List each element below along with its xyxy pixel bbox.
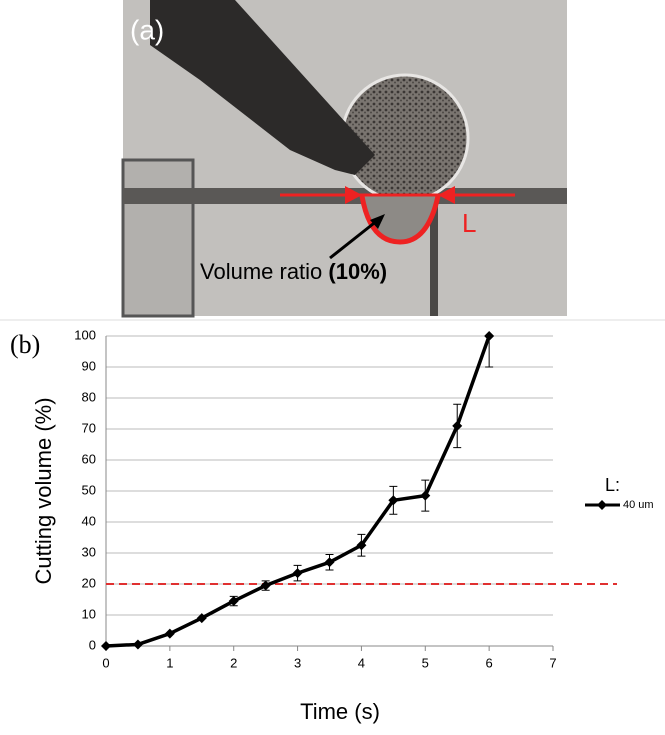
panel-label: (b)	[10, 330, 40, 359]
y-tick-label: 70	[82, 420, 96, 435]
length-marker: L	[462, 208, 476, 238]
legend-title: L:	[605, 475, 620, 495]
y-tick-label: 100	[74, 327, 96, 342]
x-tick-label: 4	[358, 655, 365, 670]
x-tick-label: 2	[230, 655, 237, 670]
point	[196, 613, 207, 624]
point	[452, 420, 463, 431]
annotation: Volume ratio (10%)	[200, 259, 387, 284]
y-tick-label: 80	[82, 389, 96, 404]
arrow-right	[438, 186, 455, 204]
point	[132, 639, 143, 650]
x-axis-label: Time (s)	[300, 699, 380, 724]
x-tick-label: 0	[102, 655, 109, 670]
pointer-head	[370, 214, 385, 229]
x-tick-label: 6	[486, 655, 493, 670]
point	[324, 557, 335, 568]
point	[164, 628, 175, 639]
y-tick-label: 30	[82, 544, 96, 559]
legend-label: 40 um	[623, 499, 654, 511]
y-tick-label: 60	[82, 451, 96, 466]
point	[292, 568, 303, 579]
pipette	[150, 0, 375, 175]
point	[260, 580, 271, 591]
channel-post	[430, 200, 438, 316]
y-tick-label: 10	[82, 606, 96, 621]
point	[101, 641, 111, 651]
photo-panel: (a) Volume ratio (10%) L	[121, 0, 567, 318]
x-tick-label: 3	[294, 655, 301, 670]
y-axis-label: Cutting volume (%)	[31, 397, 56, 584]
y-tick-label: 50	[82, 482, 96, 497]
point	[420, 490, 431, 501]
x-tick-label: 1	[166, 655, 173, 670]
panel-label: (a)	[130, 14, 164, 45]
y-tick-label: 0	[89, 637, 96, 652]
y-tick-label: 20	[82, 575, 96, 590]
annotation-bold: (10%)	[328, 259, 387, 284]
y-tick-label: 90	[82, 358, 96, 373]
point	[484, 331, 495, 341]
cell	[340, 73, 470, 203]
legend-marker	[597, 500, 607, 510]
y-tick-label: 40	[82, 513, 96, 528]
channel-wall	[121, 158, 195, 318]
arrow-left	[345, 186, 362, 204]
pointer	[329, 218, 379, 260]
cut-region	[359, 195, 441, 245]
point	[356, 540, 367, 551]
x-tick-label: 7	[549, 655, 556, 670]
x-tick-label: 5	[422, 655, 429, 670]
annotation-text: Volume ratio	[200, 259, 322, 284]
point	[388, 495, 399, 506]
point	[228, 596, 239, 607]
